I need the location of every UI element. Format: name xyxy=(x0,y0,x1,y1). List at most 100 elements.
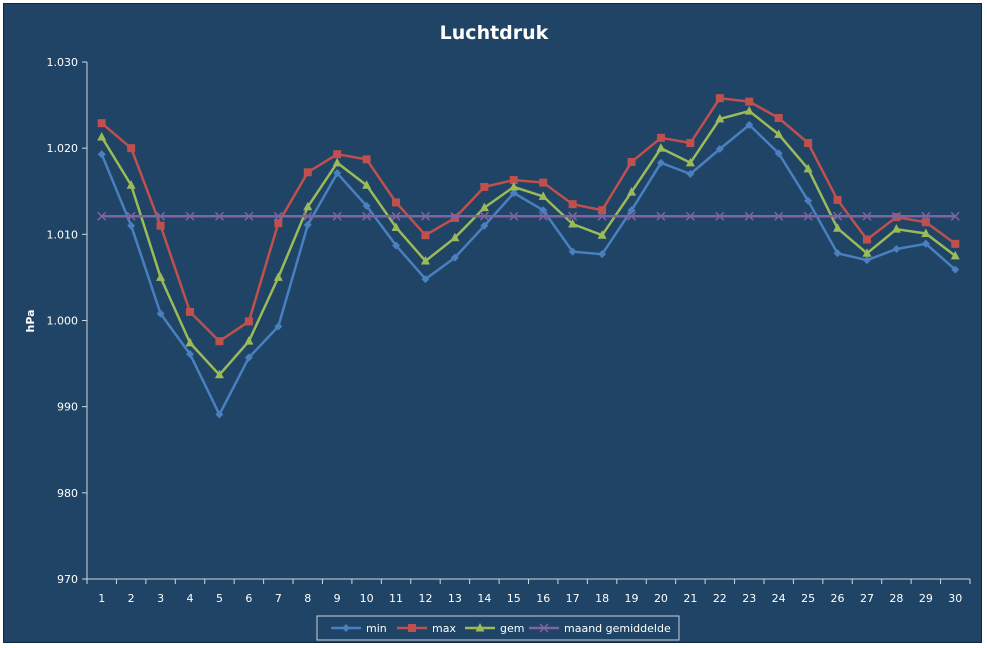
data-point-gem xyxy=(362,180,372,189)
data-point-min xyxy=(686,170,695,179)
data-point-gem xyxy=(568,218,578,228)
data-point-max xyxy=(480,182,489,191)
legend-marker xyxy=(342,624,350,632)
data-point-gem xyxy=(126,180,136,189)
data-point-max xyxy=(745,97,754,106)
data-point-min xyxy=(715,145,724,154)
data-point-maand-gemiddelde xyxy=(244,211,254,221)
data-point-gem xyxy=(597,230,607,239)
x-tick-label: 21 xyxy=(683,592,697,605)
x-tick-label: 4 xyxy=(187,592,194,605)
x-tick-label: 3 xyxy=(157,592,164,605)
data-point-maand-gemiddelde xyxy=(715,211,725,221)
x-tick-label: 25 xyxy=(801,592,815,605)
series-line-min xyxy=(100,123,957,416)
data-point-maand-gemiddelde xyxy=(833,211,843,221)
data-point-gem xyxy=(833,223,843,232)
x-tick-label: 16 xyxy=(536,592,550,605)
data-point-min xyxy=(627,206,636,215)
x-tick-label: 7 xyxy=(275,592,282,605)
data-point-max xyxy=(244,317,253,326)
data-point-gem xyxy=(420,256,430,265)
data-point-max xyxy=(568,200,577,209)
data-point-max xyxy=(921,218,930,227)
data-point-min xyxy=(480,221,489,230)
y-tick-label: 990 xyxy=(57,401,78,414)
legend-marker xyxy=(408,624,416,632)
x-tick-label: 27 xyxy=(860,592,874,605)
data-point-gem xyxy=(921,228,931,237)
x-tick-label: 22 xyxy=(713,592,727,605)
x-tick-label: 18 xyxy=(595,592,609,605)
data-point-max xyxy=(774,114,783,123)
x-tick-label: 19 xyxy=(625,592,639,605)
x-tick-label: 23 xyxy=(742,592,756,605)
data-point-min xyxy=(745,120,754,129)
legend-item-gem: gem xyxy=(465,622,524,635)
data-point-max xyxy=(539,178,548,187)
data-point-maand-gemiddelde xyxy=(273,211,283,221)
y-tick-label: 1.000 xyxy=(47,315,79,328)
data-point-max xyxy=(127,144,136,153)
data-point-min xyxy=(127,221,136,230)
legend-item-maand-gemiddelde: maand gemiddelde xyxy=(529,622,671,635)
data-point-min xyxy=(450,253,459,262)
data-point-min xyxy=(392,241,401,250)
x-tick-label: 12 xyxy=(418,592,432,605)
data-point-min xyxy=(186,350,195,359)
data-point-max xyxy=(421,231,430,240)
data-point-min xyxy=(862,256,871,265)
x-tick-label: 28 xyxy=(889,592,903,605)
data-point-maand-gemiddelde xyxy=(568,211,578,221)
data-point-gem xyxy=(803,163,813,173)
data-point-gem xyxy=(244,336,254,345)
x-tick-label: 2 xyxy=(128,592,135,605)
data-point-min xyxy=(244,353,253,362)
data-point-maand-gemiddelde xyxy=(803,211,813,221)
chart-title: Luchtdruk xyxy=(440,22,549,44)
x-tick-label: 30 xyxy=(948,592,962,605)
y-axis-label: hPa xyxy=(24,309,37,332)
x-tick-label: 11 xyxy=(389,592,403,605)
data-point-min xyxy=(539,206,548,215)
y-tick-label: 1.030 xyxy=(47,56,79,69)
data-point-min xyxy=(656,158,665,167)
legend-marker xyxy=(539,623,549,633)
data-point-maand-gemiddelde xyxy=(185,211,195,221)
legend-label: min xyxy=(366,622,387,635)
data-point-min xyxy=(598,250,607,259)
data-point-maand-gemiddelde xyxy=(774,211,784,221)
data-point-maand-gemiddelde xyxy=(450,211,460,221)
x-tick-label: 20 xyxy=(654,592,668,605)
data-point-maand-gemiddelde xyxy=(744,211,754,221)
legend-label: gem xyxy=(500,622,524,635)
data-point-gem xyxy=(97,131,107,141)
series-gem xyxy=(97,106,960,379)
data-point-max xyxy=(509,176,518,185)
data-point-gem xyxy=(715,113,725,123)
data-point-gem xyxy=(332,157,342,167)
data-point-maand-gemiddelde xyxy=(597,211,607,221)
data-point-max xyxy=(333,150,342,159)
data-point-max xyxy=(804,138,813,147)
data-point-gem xyxy=(450,232,460,242)
x-tick-label: 8 xyxy=(304,592,311,605)
data-point-min xyxy=(951,265,960,274)
series-max xyxy=(97,94,960,346)
y-tick-label: 1.010 xyxy=(47,228,79,241)
series-min xyxy=(97,120,960,419)
x-tick-label: 10 xyxy=(360,592,374,605)
data-point-min xyxy=(156,309,165,318)
data-point-gem xyxy=(391,222,401,231)
data-point-min xyxy=(215,410,224,419)
data-point-maand-gemiddelde xyxy=(921,211,931,221)
data-point-maand-gemiddelde xyxy=(891,211,901,221)
x-tick-label: 14 xyxy=(477,592,491,605)
legend-box xyxy=(316,615,680,641)
data-point-max xyxy=(715,94,724,103)
data-point-maand-gemiddelde xyxy=(685,211,695,221)
data-point-min xyxy=(97,150,106,159)
data-point-gem xyxy=(656,143,666,152)
legend-marker xyxy=(475,623,485,632)
